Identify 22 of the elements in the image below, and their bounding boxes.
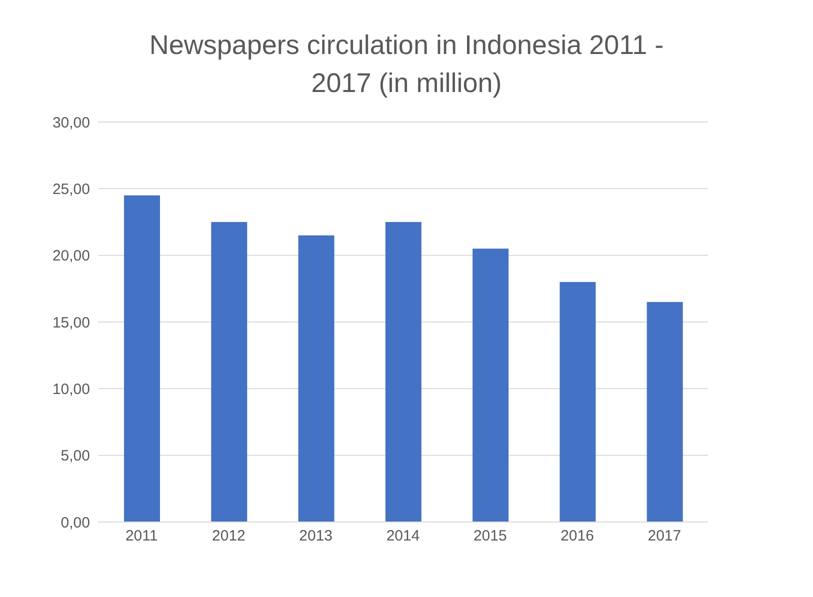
x-tick-label: 2011 xyxy=(125,528,158,545)
bar xyxy=(124,195,160,522)
x-tick-label: 2013 xyxy=(299,528,333,545)
x-tick-label: 2014 xyxy=(386,528,420,545)
y-tick-label: 15,00 xyxy=(52,314,90,332)
x-tick-label: 2016 xyxy=(560,528,594,545)
bar xyxy=(560,282,596,522)
x-tick-label: 2015 xyxy=(473,528,507,545)
y-tick-label: 20,00 xyxy=(52,248,90,265)
bar xyxy=(211,222,248,522)
y-tick-label: 30,00 xyxy=(52,114,90,132)
bar xyxy=(385,222,422,522)
x-tick-label: 2017 xyxy=(648,528,682,545)
x-tick-label: 2012 xyxy=(212,528,246,545)
y-tick-label: 0,00 xyxy=(60,514,90,532)
bar xyxy=(646,302,683,522)
chart-title: Newspapers circulation in Indonesia 2011 - 2017 (in million) xyxy=(148,29,665,100)
bar xyxy=(298,235,334,522)
bar xyxy=(472,248,509,522)
y-tick-label: 5,00 xyxy=(60,448,90,465)
y-tick-label: 25,00 xyxy=(52,180,90,198)
y-tick-label: 10,00 xyxy=(52,380,90,398)
